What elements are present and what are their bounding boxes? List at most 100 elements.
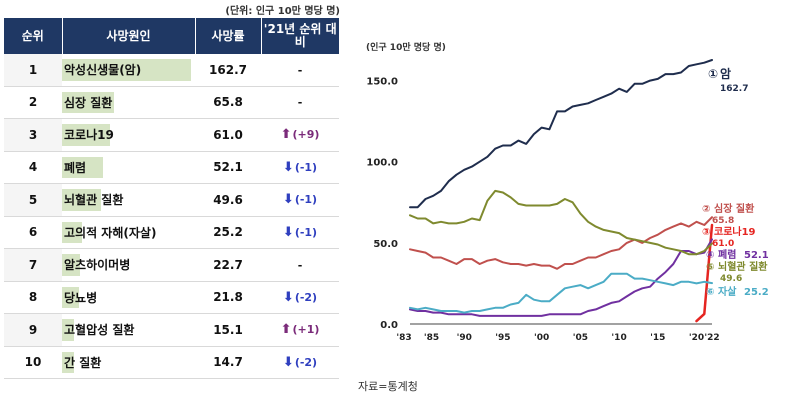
rank-change-cell: ⬇(-2) bbox=[261, 281, 339, 314]
rank-change-text: (+1) bbox=[292, 323, 320, 337]
rank-cell: 3 bbox=[4, 118, 62, 152]
series-marker: ① bbox=[708, 67, 718, 81]
cause-label: 심장 질환 bbox=[64, 95, 113, 110]
series-line bbox=[695, 223, 714, 323]
rank-change-text: - bbox=[297, 96, 303, 110]
rate-bar bbox=[62, 156, 104, 178]
x-tick-label: '90 bbox=[457, 333, 472, 343]
table-row: 10 간 질환 14.7 ⬇(-2) bbox=[4, 346, 339, 379]
cause-cell: 간 질환 bbox=[62, 346, 195, 379]
series-name: 폐렴 bbox=[718, 248, 736, 261]
rank-change-text: (+9) bbox=[292, 128, 320, 142]
cause-label: 당뇨병 bbox=[64, 290, 98, 305]
x-tick-label: '00 bbox=[534, 333, 549, 343]
rate-cell: 52.1 bbox=[195, 151, 261, 184]
rate-cell: 15.1 bbox=[195, 313, 261, 347]
rank-change-text: (-2) bbox=[294, 355, 318, 369]
table-row: 9 고혈압성 질환 15.1 ⬆(+1) bbox=[4, 313, 339, 347]
cause-label: 뇌혈관 질환 bbox=[64, 193, 124, 208]
rate-cell: 61.0 bbox=[195, 118, 261, 152]
rate-bar bbox=[62, 91, 115, 113]
series-name: 암 bbox=[720, 67, 731, 81]
x-tick-label: '83 bbox=[396, 333, 411, 343]
rank-change-cell: ⬇(-1) bbox=[261, 151, 339, 184]
series-marker: ④ bbox=[706, 250, 714, 261]
y-tick-label: 0.0 bbox=[380, 320, 398, 331]
rank-change-text: (-1) bbox=[294, 193, 318, 207]
series-line bbox=[409, 272, 713, 314]
series-line bbox=[409, 189, 713, 256]
cause-label: 코로나19 bbox=[64, 128, 114, 143]
header-rate: 사망률 bbox=[195, 18, 262, 54]
rate-cell: 49.6 bbox=[195, 183, 261, 217]
cause-cell: 알츠하이머병 bbox=[62, 248, 195, 282]
rank-change-cell: - bbox=[261, 86, 339, 119]
rank-cell: 10 bbox=[4, 346, 62, 379]
x-tick-label: '22 bbox=[704, 333, 719, 343]
rate-bar bbox=[62, 189, 102, 211]
table-row: 8 당뇨병 21.8 ⬇(-2) bbox=[4, 281, 339, 314]
chart-unit-label: (인구 10만 명당 명) bbox=[366, 41, 446, 53]
arrow-down-icon: ⬇ bbox=[282, 159, 294, 175]
series-name: 뇌혈관 질환 bbox=[718, 260, 768, 273]
cause-label: 고혈압성 질환 bbox=[64, 323, 135, 338]
series-value: 52.1 bbox=[744, 250, 769, 261]
rate-bar bbox=[62, 124, 111, 146]
cause-label: 알츠하이머병 bbox=[64, 258, 131, 273]
cause-cell: 고혈압성 질환 bbox=[62, 313, 195, 347]
series-value: 49.6 bbox=[720, 274, 742, 284]
rank-change-cell: ⬇(-1) bbox=[261, 216, 339, 249]
series-line bbox=[409, 238, 713, 317]
series-value: 25.2 bbox=[744, 287, 769, 298]
rank-cell: 5 bbox=[4, 183, 62, 217]
rank-change-text: (-2) bbox=[294, 290, 318, 304]
x-tick-label: '85 bbox=[424, 333, 439, 343]
cause-cell: 악성신생물(암) bbox=[62, 54, 195, 87]
y-tick-label: 50.0 bbox=[373, 239, 398, 250]
table-body: 1 악성신생물(암) 162.7-2 심장 질환 65.8-3 코로나19 61.0 ⬆(+9… bbox=[4, 54, 339, 379]
cause-cell: 심장 질환 bbox=[62, 86, 195, 119]
rate-bar bbox=[62, 59, 191, 81]
rank-change-cell: ⬆(+1) bbox=[261, 313, 339, 347]
source-note: 자료=통계청 bbox=[358, 380, 418, 393]
table-unit-note: (단위: 인구 10만 명당 명) bbox=[225, 6, 340, 17]
series-marker: ② bbox=[702, 204, 710, 215]
death-rate-trend-chart: (인구 10만 명당 명) 0.0 50.0 100.0 150.0 '83 '85 '90 '… bbox=[366, 41, 769, 343]
table-row: 6 고의적 자해(자살) 25.2 ⬇(-1) bbox=[4, 216, 339, 249]
rate-bar bbox=[62, 319, 74, 341]
rank-change-cell: ⬇(-1) bbox=[261, 183, 339, 217]
table-row: 5 뇌혈관 질환 49.6 ⬇(-1) bbox=[4, 183, 339, 217]
rank-change-text: (-1) bbox=[294, 160, 318, 174]
rank-cell: 8 bbox=[4, 281, 62, 314]
cause-label: 폐렴 bbox=[64, 160, 87, 175]
cause-label: 고의적 자해(자살) bbox=[64, 225, 157, 240]
header-cause: 사망원인 bbox=[62, 18, 196, 54]
rank-change-text: - bbox=[297, 63, 303, 77]
y-tick-label: 150.0 bbox=[366, 77, 398, 88]
table-row: 7 알츠하이머병 22.7 - bbox=[4, 248, 339, 282]
rate-bar bbox=[62, 351, 74, 373]
cause-cell: 고의적 자해(자살) bbox=[62, 216, 195, 249]
table-row: 2 심장 질환 65.8 - bbox=[4, 86, 339, 119]
series-name: 심장 질환 bbox=[714, 202, 755, 215]
rank-cell: 1 bbox=[4, 54, 62, 87]
rank-cell: 4 bbox=[4, 151, 62, 184]
table-row: 4 폐렴 52.1 ⬇(-1) bbox=[4, 151, 339, 184]
rate-cell: 162.7 bbox=[195, 54, 261, 87]
rate-cell: 22.7 bbox=[195, 248, 261, 282]
rank-cell: 7 bbox=[4, 248, 62, 282]
series-marker: ⑥ bbox=[706, 287, 714, 298]
death-cause-table: 순위 사망원인 사망률 '21년 순위 대비 1 악성신생물(암) 162.7-2 심… bbox=[4, 18, 339, 379]
series-line bbox=[409, 59, 713, 209]
table-row: 3 코로나19 61.0 ⬆(+9) bbox=[4, 118, 339, 152]
cause-cell: 코로나19 bbox=[62, 118, 195, 152]
arrow-up-icon: ⬆ bbox=[280, 127, 292, 143]
cause-label: 악성신생물(암) bbox=[64, 63, 142, 78]
rank-cell: 6 bbox=[4, 216, 62, 249]
series-marker: ③ bbox=[702, 227, 710, 238]
arrow-down-icon: ⬇ bbox=[282, 289, 294, 305]
table-row: 1 악성신생물(암) 162.7 - bbox=[4, 54, 339, 87]
cause-label: 간 질환 bbox=[64, 355, 102, 370]
rank-change-text: - bbox=[297, 258, 303, 272]
arrow-down-icon: ⬇ bbox=[282, 192, 294, 208]
